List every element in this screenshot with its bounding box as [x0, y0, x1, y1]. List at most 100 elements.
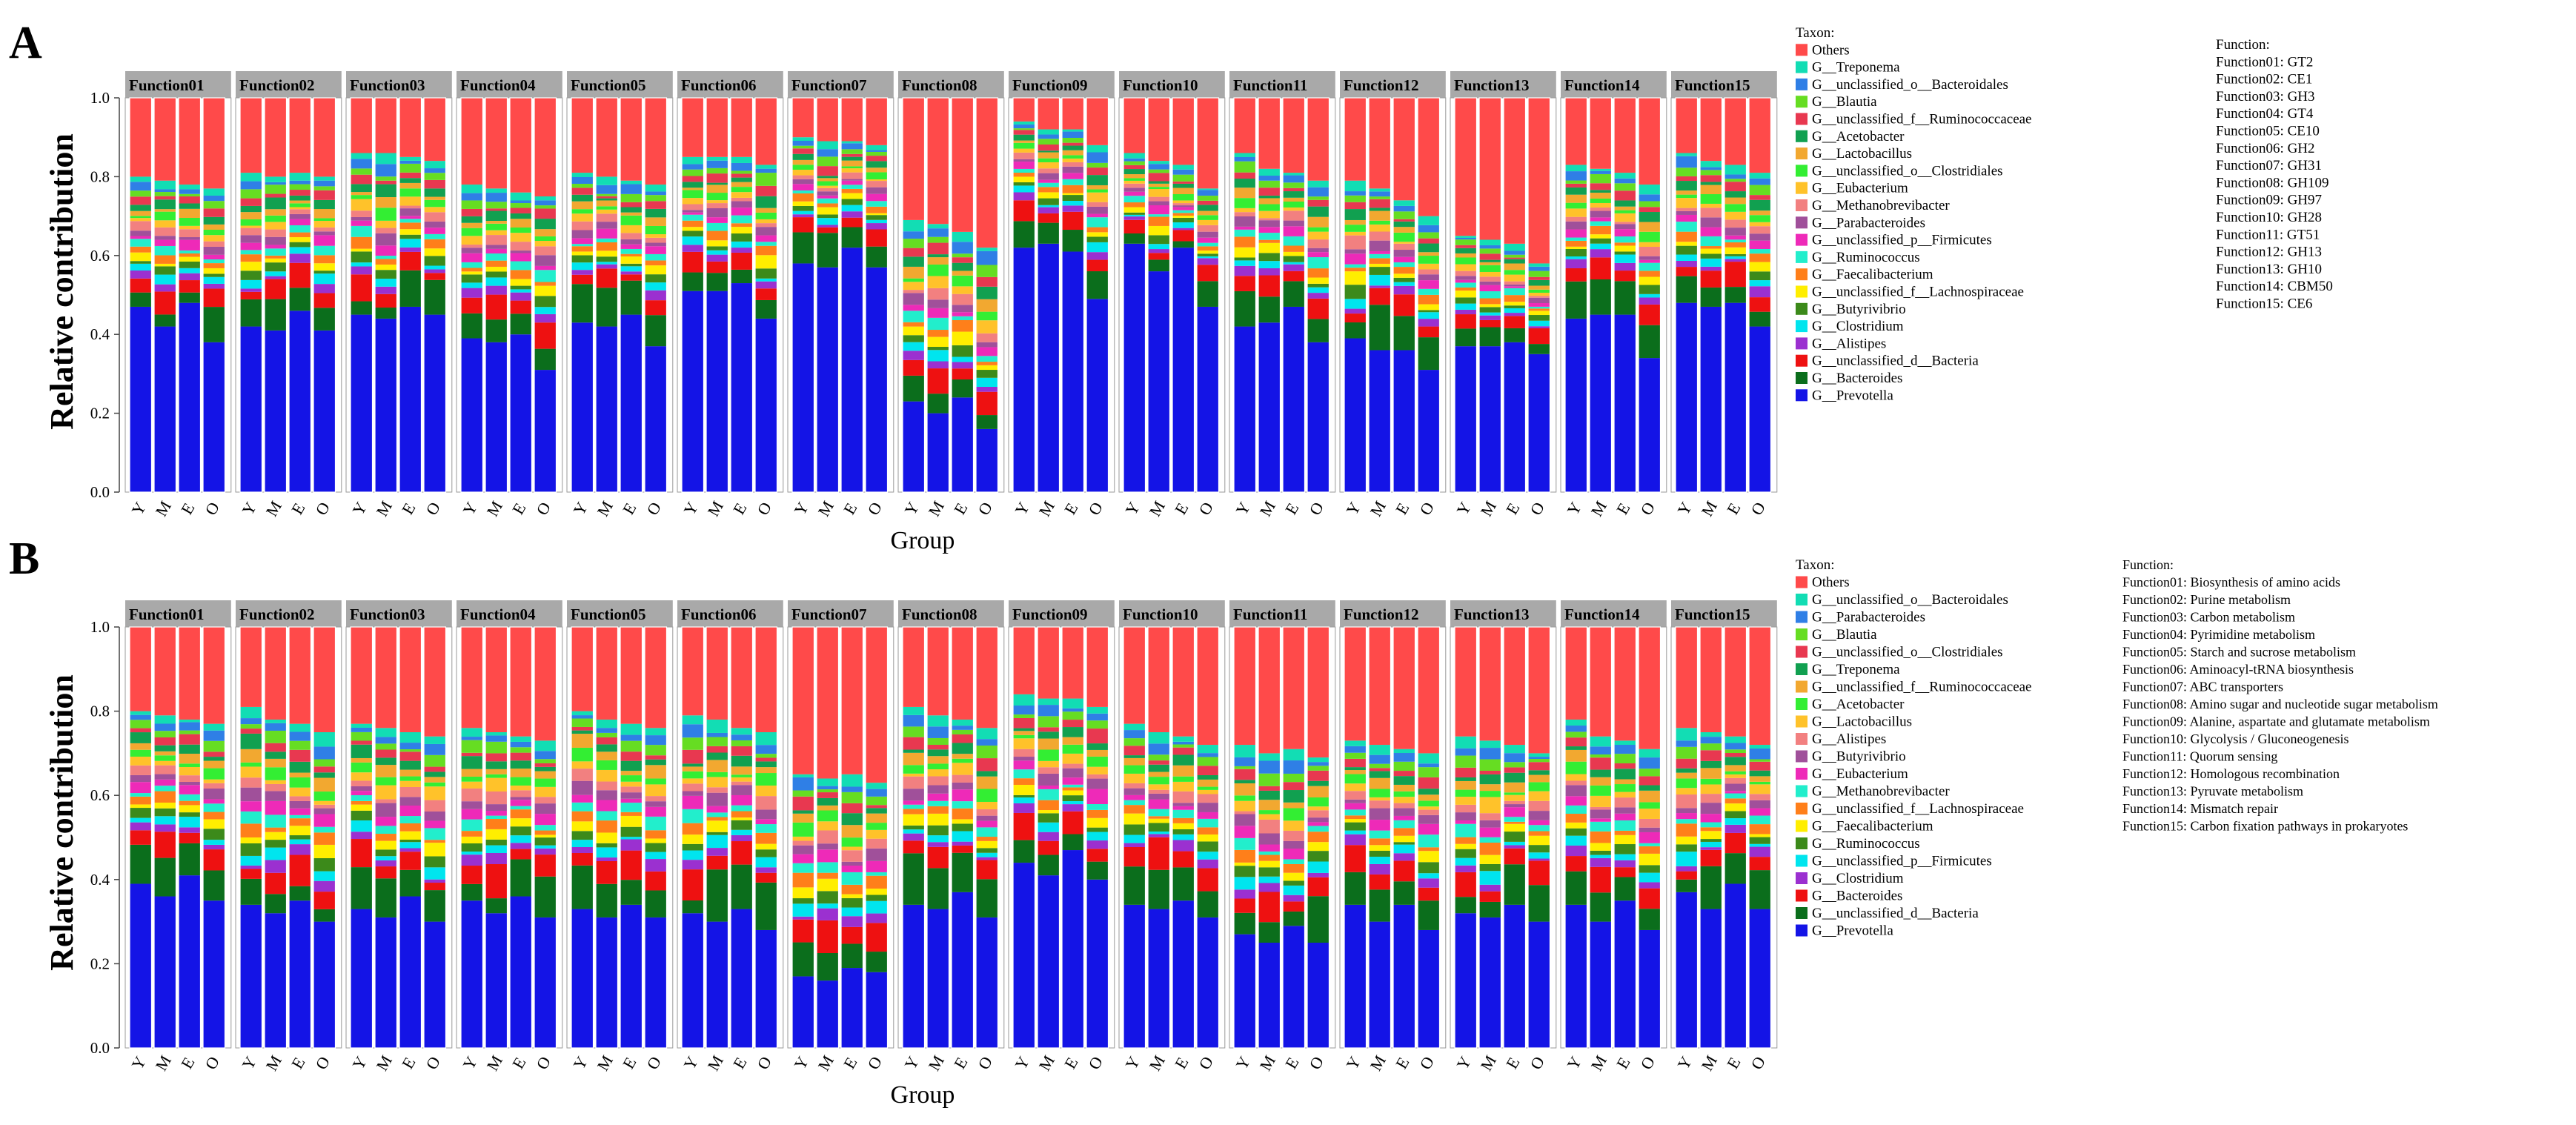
bar-segment — [485, 732, 508, 736]
bar-segment — [755, 255, 777, 269]
bar-segment — [1528, 770, 1550, 775]
bar-segment — [755, 278, 777, 282]
bar-segment — [424, 743, 446, 755]
bar-segment — [1062, 787, 1084, 791]
bar-segment-others — [289, 98, 311, 173]
x-tick-label: M — [262, 498, 285, 520]
bar-segment-others — [351, 98, 373, 153]
bar-segment — [596, 760, 618, 770]
bar-segment — [1565, 871, 1587, 905]
bar-segment — [1013, 172, 1035, 177]
x-tick-label: M — [704, 498, 727, 520]
legend-swatch — [1796, 907, 1807, 919]
bar-segment — [1724, 824, 1747, 833]
bar-E — [730, 626, 754, 1049]
bar-segment — [706, 156, 728, 161]
bar-segment — [1614, 784, 1636, 792]
bar-outline — [816, 626, 840, 1049]
bar-M — [1368, 97, 1392, 493]
bar-outline — [620, 626, 643, 1049]
bar-segment — [1234, 780, 1256, 783]
bar-segment — [1479, 837, 1501, 843]
bar-segment — [731, 728, 753, 735]
bar-segment — [1013, 769, 1035, 779]
bar-segment — [1565, 785, 1587, 797]
bar-segment — [130, 263, 152, 271]
bar-segment — [1123, 207, 1146, 213]
bar-segment — [289, 184, 311, 190]
bar-segment — [510, 736, 532, 742]
bar-segment — [1086, 185, 1109, 190]
bar-segment — [1013, 757, 1035, 761]
bar-segment — [645, 191, 667, 196]
bar-M — [1258, 626, 1281, 1049]
bar-segment — [313, 293, 336, 308]
bar-segment — [461, 200, 483, 209]
bar-segment — [1038, 168, 1060, 173]
bar-segment — [1528, 315, 1550, 321]
bar-segment — [375, 878, 397, 917]
bar-segment — [1700, 271, 1722, 288]
legend-item-label: G__Bacteroides — [1812, 889, 1902, 904]
bar-M — [1037, 97, 1060, 493]
bar-segment — [596, 820, 618, 833]
bar-segment — [620, 274, 643, 281]
function-key-item: Function14: Mismatch repair — [2122, 801, 2278, 816]
bar-segment — [1344, 791, 1367, 800]
bar-segment — [289, 740, 311, 750]
bar-segment — [1418, 814, 1440, 824]
bar-outline — [423, 626, 447, 1049]
bar-segment — [1639, 802, 1661, 809]
bar-segment — [1369, 850, 1391, 857]
x-tick-label: Y — [569, 1053, 591, 1072]
legend-swatch — [1796, 785, 1807, 797]
bar-segment — [1614, 222, 1636, 225]
bar-segment — [596, 228, 618, 239]
bar-segment — [1148, 259, 1170, 272]
bar-segment — [1172, 165, 1195, 170]
bar-segment-others — [1614, 627, 1636, 741]
bar-segment — [1418, 862, 1440, 874]
bar-segment — [351, 199, 373, 211]
bar-segment — [1369, 191, 1391, 197]
bar-segment — [792, 214, 814, 218]
bar-segment — [1148, 161, 1170, 165]
bar-segment — [927, 336, 949, 348]
bar-segment — [1700, 847, 1722, 850]
bar-segment — [1172, 851, 1195, 868]
bar-segment — [534, 296, 557, 308]
bar-segment — [620, 771, 643, 776]
bar-segment — [903, 305, 925, 311]
bar-segment — [976, 746, 998, 759]
bar-segment — [596, 193, 618, 196]
bar-segment — [534, 196, 557, 201]
bar-segment — [571, 865, 594, 909]
bar-segment-prevotella — [510, 896, 532, 1048]
bar-segment — [1724, 239, 1747, 243]
bar-segment — [1258, 242, 1281, 253]
bar-segment — [1504, 864, 1526, 905]
bar-segment — [596, 861, 618, 884]
bar-segment — [154, 274, 176, 285]
bar-segment — [203, 819, 225, 829]
bar-segment — [1393, 842, 1415, 845]
bar-segment — [1148, 764, 1170, 772]
bar-segment — [424, 879, 446, 883]
bar-segment-prevotella — [1565, 904, 1587, 1048]
bar-segment — [1418, 777, 1440, 789]
facet-strip-label: Function12 — [1344, 605, 1419, 623]
bar-segment — [130, 278, 152, 293]
bar-segment — [424, 188, 446, 197]
bar-segment — [706, 261, 728, 273]
bar-segment — [596, 213, 618, 222]
bar-segment — [534, 285, 557, 296]
bar-segment — [399, 247, 422, 252]
bar-segment-others — [375, 627, 397, 729]
bar-segment — [534, 307, 557, 314]
bar-segment-prevotella — [1258, 943, 1281, 1048]
legend-item-label: G__Methanobrevibacter — [1812, 198, 1950, 213]
bar-segment — [1013, 128, 1035, 130]
bar-segment — [240, 250, 262, 255]
bar-segment — [1013, 749, 1035, 757]
